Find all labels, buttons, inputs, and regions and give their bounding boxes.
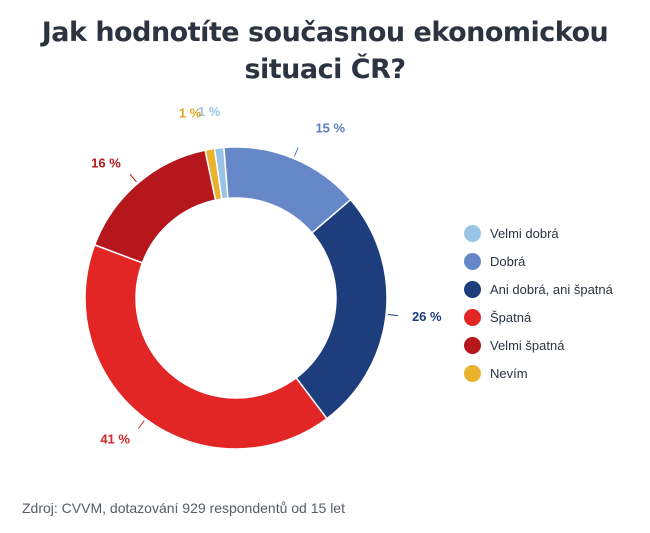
legend-label: Nevím <box>490 365 528 381</box>
data-label: 16 % <box>91 156 121 171</box>
legend-item[interactable]: Nevím <box>464 359 613 387</box>
legend-swatch <box>464 336 481 354</box>
legend-swatch <box>464 224 481 242</box>
legend-label: Dobrá <box>490 253 526 269</box>
legend-item[interactable]: Velmi špatná <box>464 331 613 359</box>
data-label: 15 % <box>315 120 345 135</box>
source-note: Zdroj: CVVM, dotazování 929 respondentů … <box>22 500 345 516</box>
legend-swatch <box>464 364 481 382</box>
legend-item[interactable]: Dobrá <box>464 247 613 275</box>
data-label: 26 % <box>412 309 442 324</box>
chart-legend: Velmi dobrá Dobrá Ani dobrá, ani špatná Špa… <box>464 219 613 387</box>
leader-line <box>388 314 399 317</box>
leader-line <box>129 173 137 183</box>
legend-item[interactable]: Špatná <box>464 303 613 331</box>
data-label: 41 % <box>100 432 130 447</box>
leader-line <box>293 147 299 157</box>
chart-title-line-1: Jak hodnotíte současnou ekonomickou <box>41 17 609 48</box>
chart-title-line-2: situaci ČR? <box>244 54 406 85</box>
slice--patn-[interactable] <box>84 243 328 450</box>
legend-swatch <box>464 252 481 270</box>
data-label: 1 % <box>198 104 221 119</box>
data-label: 1 % <box>179 106 202 121</box>
legend-label: Velmi dobrá <box>490 225 559 241</box>
legend-swatch <box>464 280 481 298</box>
slice-nev-m[interactable] <box>204 147 223 202</box>
legend-label: Špatná <box>490 309 532 325</box>
leader-line <box>137 420 145 429</box>
slice-ani-dobr-ani-patn-[interactable] <box>295 198 388 420</box>
chart-title: Jak hodnotíte současnou ekonomickou situ… <box>0 14 650 88</box>
legend-label: Velmi špatná <box>490 337 565 353</box>
legend-swatch <box>464 308 481 326</box>
legend-item[interactable]: Velmi dobrá <box>464 219 613 247</box>
legend-item[interactable]: Ani dobrá, ani špatná <box>464 275 613 303</box>
legend-label: Ani dobrá, ani špatná <box>490 281 613 297</box>
